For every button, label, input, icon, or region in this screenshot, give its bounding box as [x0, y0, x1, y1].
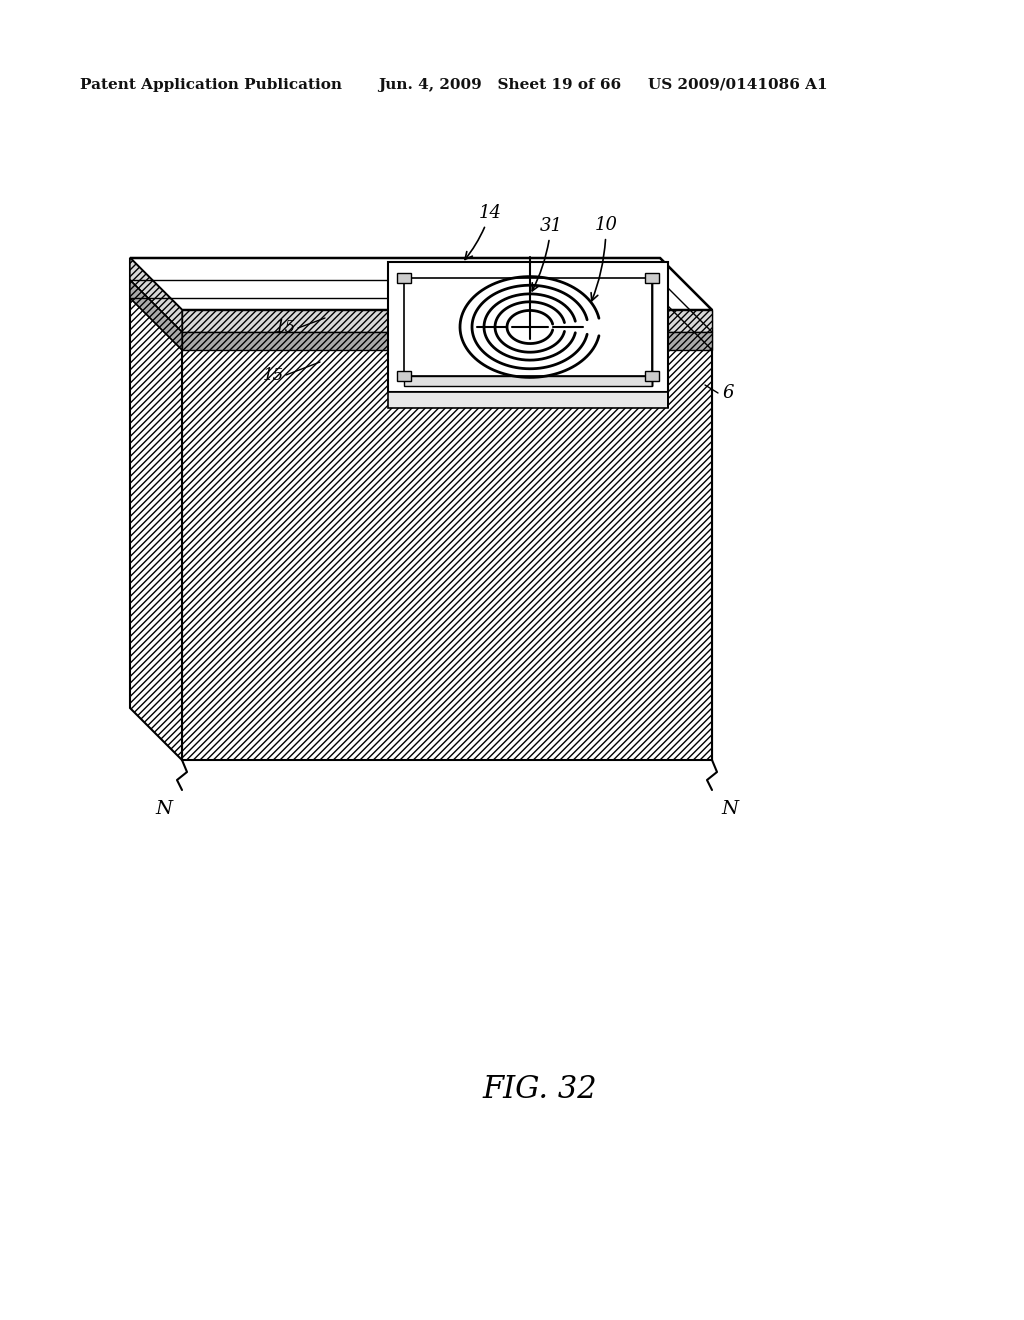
Polygon shape [404, 376, 652, 385]
Text: FIG. 32: FIG. 32 [482, 1074, 597, 1106]
Polygon shape [645, 371, 659, 381]
Text: 31: 31 [532, 216, 562, 290]
Text: US 2009/0141086 A1: US 2009/0141086 A1 [648, 78, 827, 92]
Text: 15: 15 [263, 367, 284, 384]
Text: 14: 14 [465, 205, 502, 260]
Text: N: N [156, 800, 173, 818]
Polygon shape [182, 310, 712, 760]
Text: Jun. 4, 2009   Sheet 19 of 66: Jun. 4, 2009 Sheet 19 of 66 [378, 78, 622, 92]
Polygon shape [182, 310, 712, 333]
Polygon shape [130, 257, 712, 310]
Text: 6: 6 [722, 384, 733, 403]
Text: Patent Application Publication: Patent Application Publication [80, 78, 342, 92]
Polygon shape [388, 392, 668, 408]
Polygon shape [660, 257, 712, 760]
Polygon shape [130, 280, 182, 350]
Polygon shape [404, 279, 652, 376]
Text: 15: 15 [274, 319, 296, 337]
Polygon shape [397, 371, 411, 381]
Polygon shape [130, 257, 182, 760]
Polygon shape [397, 273, 411, 282]
Polygon shape [388, 261, 668, 392]
Polygon shape [645, 273, 659, 282]
Polygon shape [130, 257, 182, 333]
Text: 10: 10 [591, 216, 617, 301]
Polygon shape [182, 333, 712, 350]
Text: N: N [722, 800, 738, 818]
